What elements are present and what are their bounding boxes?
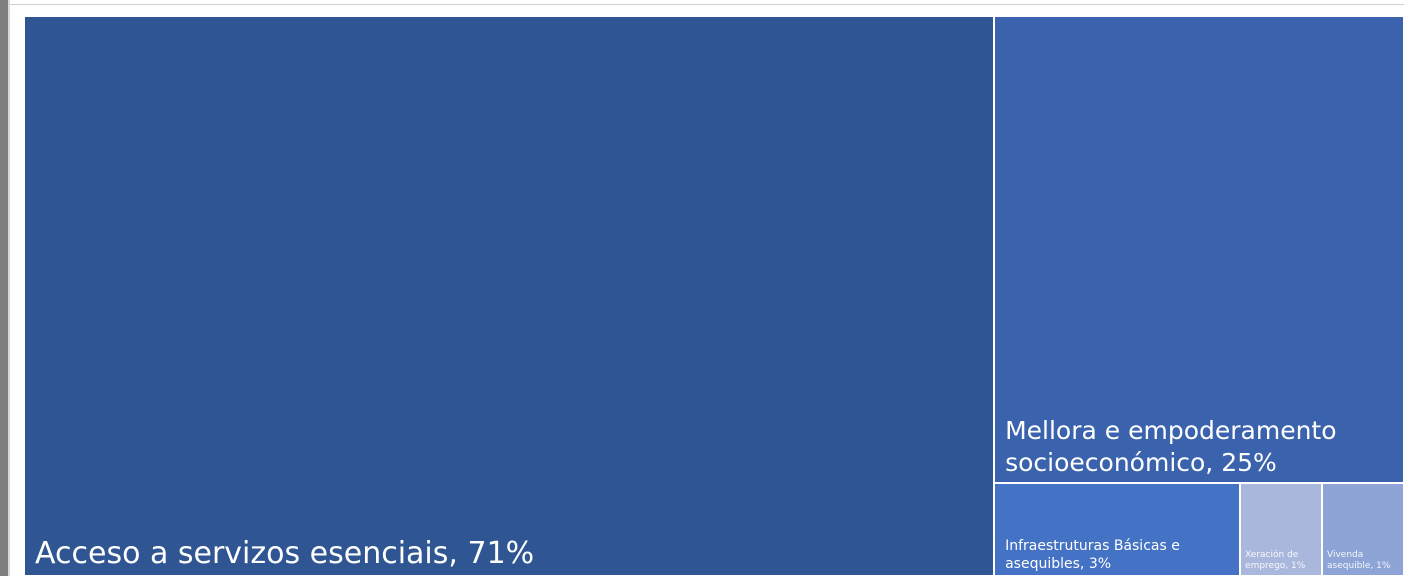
treemap-cell: Infraestruturas Básicas e asequibles, 3% <box>994 482 1241 576</box>
value-label: 1% <box>1376 561 1391 572</box>
treemap-cell: Xeración de emprego, 1% <box>1240 482 1322 576</box>
treemap-cell: Acceso a servizos esenciais, 71% <box>24 16 995 576</box>
treemap-cell: Vivenda asequible, 1% <box>1322 482 1404 576</box>
frame-edge <box>10 4 1404 5</box>
value-label: 1% <box>1291 561 1306 572</box>
category-name: Xeración de emprego, <box>1245 549 1299 572</box>
cell-label: Mellora e empoderamento socioeconómico, … <box>995 415 1403 482</box>
category-name: Infraestruturas Básicas e asequibles, <box>1005 537 1180 572</box>
category-name: Mellora e empoderamento socioeconómico, <box>1005 415 1337 478</box>
value-label: 25% <box>1221 448 1277 478</box>
cell-label: Infraestruturas Básicas e asequibles, 3% <box>995 537 1239 575</box>
cell-label: Xeración de emprego, 1% <box>1241 550 1321 575</box>
value-label: 3% <box>1088 555 1112 572</box>
category-name: Acceso a servizos esenciais, <box>35 536 458 571</box>
cell-label: Acceso a servizos esenciais, 71% <box>25 534 538 575</box>
frame-edge <box>0 0 10 576</box>
cell-label: Vivenda asequible, 1% <box>1323 550 1403 575</box>
category-name: Vivenda asequible, <box>1327 549 1374 572</box>
treemap-cell: Mellora e empoderamento socioeconómico, … <box>994 16 1404 483</box>
value-label: 71% <box>467 536 535 571</box>
